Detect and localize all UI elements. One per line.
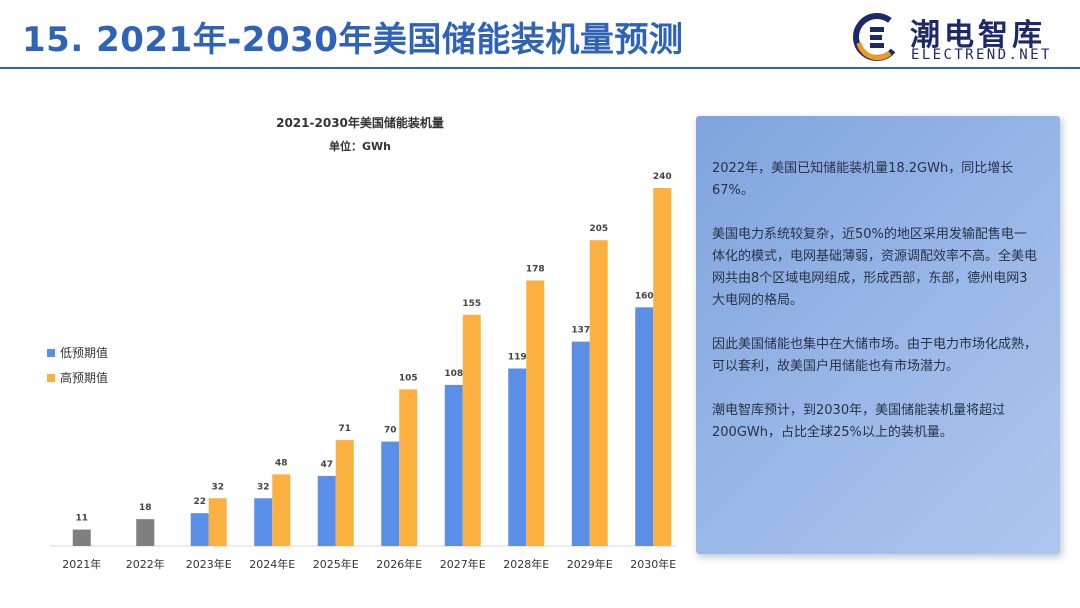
bar-low <box>508 368 527 546</box>
x-tick-label: 2026年E <box>376 557 422 571</box>
data-label: 137 <box>571 326 590 336</box>
x-tick-label: 2024年E <box>249 557 295 571</box>
data-label: 105 <box>399 373 418 383</box>
bar-low <box>190 513 209 546</box>
data-label: 240 <box>653 172 672 182</box>
data-label: 70 <box>384 426 397 436</box>
data-label: 11 <box>75 514 88 524</box>
x-tick-label: 2027年E <box>440 557 486 571</box>
commentary-text: 2022年，美国已知储能装机量18.2GWh，同比增长67%。 美国电力系统较复… <box>712 158 1038 466</box>
logo-subtext: ELECTREND.NET <box>911 47 1052 63</box>
bar-low <box>381 441 400 546</box>
plot-area: 2021年 11 2022年 18 2023年E 22 32 2024年E 32 48 2025年E… <box>62 172 676 571</box>
bar-high <box>589 240 608 547</box>
commentary-paragraph: 因此美国储能也集中在大储市场。由于电力市场化成熟，可以套利，故美国户用储能也有市… <box>712 337 1038 374</box>
commentary-paragraph: 美国电力系统较复杂，近50%的地区采用发输配售电一体化的模式，电网基础薄弱，资源… <box>712 227 1038 308</box>
x-tick-label: 2023年E <box>186 557 232 571</box>
commentary-paragraph: 2022年，美国已知储能装机量18.2GWh，同比增长67%。 <box>712 161 1014 198</box>
brand-logo: 潮电智库 ELECTREND.NET <box>848 8 1074 66</box>
data-label: 108 <box>444 369 463 379</box>
bar-low <box>635 307 654 546</box>
title-divider <box>0 67 1080 69</box>
x-tick-label: 2022年 <box>126 557 165 571</box>
legend-label-low: 低预期值 <box>60 345 108 360</box>
data-label: 205 <box>589 224 608 234</box>
data-label: 18 <box>139 503 152 513</box>
bar-actual <box>136 519 155 546</box>
bar-low <box>571 341 590 546</box>
data-label: 119 <box>508 352 527 362</box>
legend-label-high: 高预期值 <box>60 370 108 385</box>
storage-capacity-chart: 2021-2030年美国储能装机量 单位：GWh 低预期值 高预期值 2021年… <box>47 115 676 571</box>
page-title: 15. 2021年-2030年美国储能装机量预测 <box>22 20 684 60</box>
bar-low <box>444 384 463 546</box>
data-label: 155 <box>462 299 481 309</box>
bar-low <box>254 498 273 546</box>
x-tick-label: 2030年E <box>630 557 676 571</box>
bar-high <box>208 498 227 546</box>
data-label: 22 <box>193 497 206 507</box>
bar-low <box>317 475 336 546</box>
x-tick-label: 2021年 <box>62 557 101 571</box>
bar-high <box>653 188 672 546</box>
logo-mark-icon <box>853 13 901 61</box>
x-tick-label: 2028年E <box>503 557 549 571</box>
data-label: 47 <box>320 460 333 470</box>
chart-subtitle: 单位：GWh <box>329 139 391 153</box>
data-label: 160 <box>635 291 654 301</box>
legend-swatch-low <box>47 349 55 357</box>
legend-swatch-high <box>47 374 55 382</box>
data-label: 48 <box>275 458 288 468</box>
chart-legend: 低预期值 高预期值 <box>47 345 108 385</box>
data-label: 32 <box>211 482 224 492</box>
commentary-paragraph: 潮电智库预计，到2030年，美国储能装机量将超过200GWh，占比全球25%以上… <box>712 403 1006 440</box>
x-tick-label: 2029年E <box>567 557 613 571</box>
bar-high <box>526 280 545 546</box>
bar-high <box>272 474 291 546</box>
data-label: 71 <box>338 424 351 434</box>
logo-name: 潮电智库 <box>910 18 1046 53</box>
bar-high <box>462 314 481 546</box>
data-label: 32 <box>257 482 270 492</box>
data-label: 178 <box>526 264 545 274</box>
bar-actual <box>72 529 91 546</box>
bar-high <box>335 440 354 546</box>
bar-high <box>399 389 418 546</box>
chart-title: 2021-2030年美国储能装机量 <box>276 115 444 130</box>
x-tick-label: 2025年E <box>313 557 359 571</box>
commentary-box: 2022年，美国已知储能装机量18.2GWh，同比增长67%。 美国电力系统较复… <box>696 116 1060 554</box>
